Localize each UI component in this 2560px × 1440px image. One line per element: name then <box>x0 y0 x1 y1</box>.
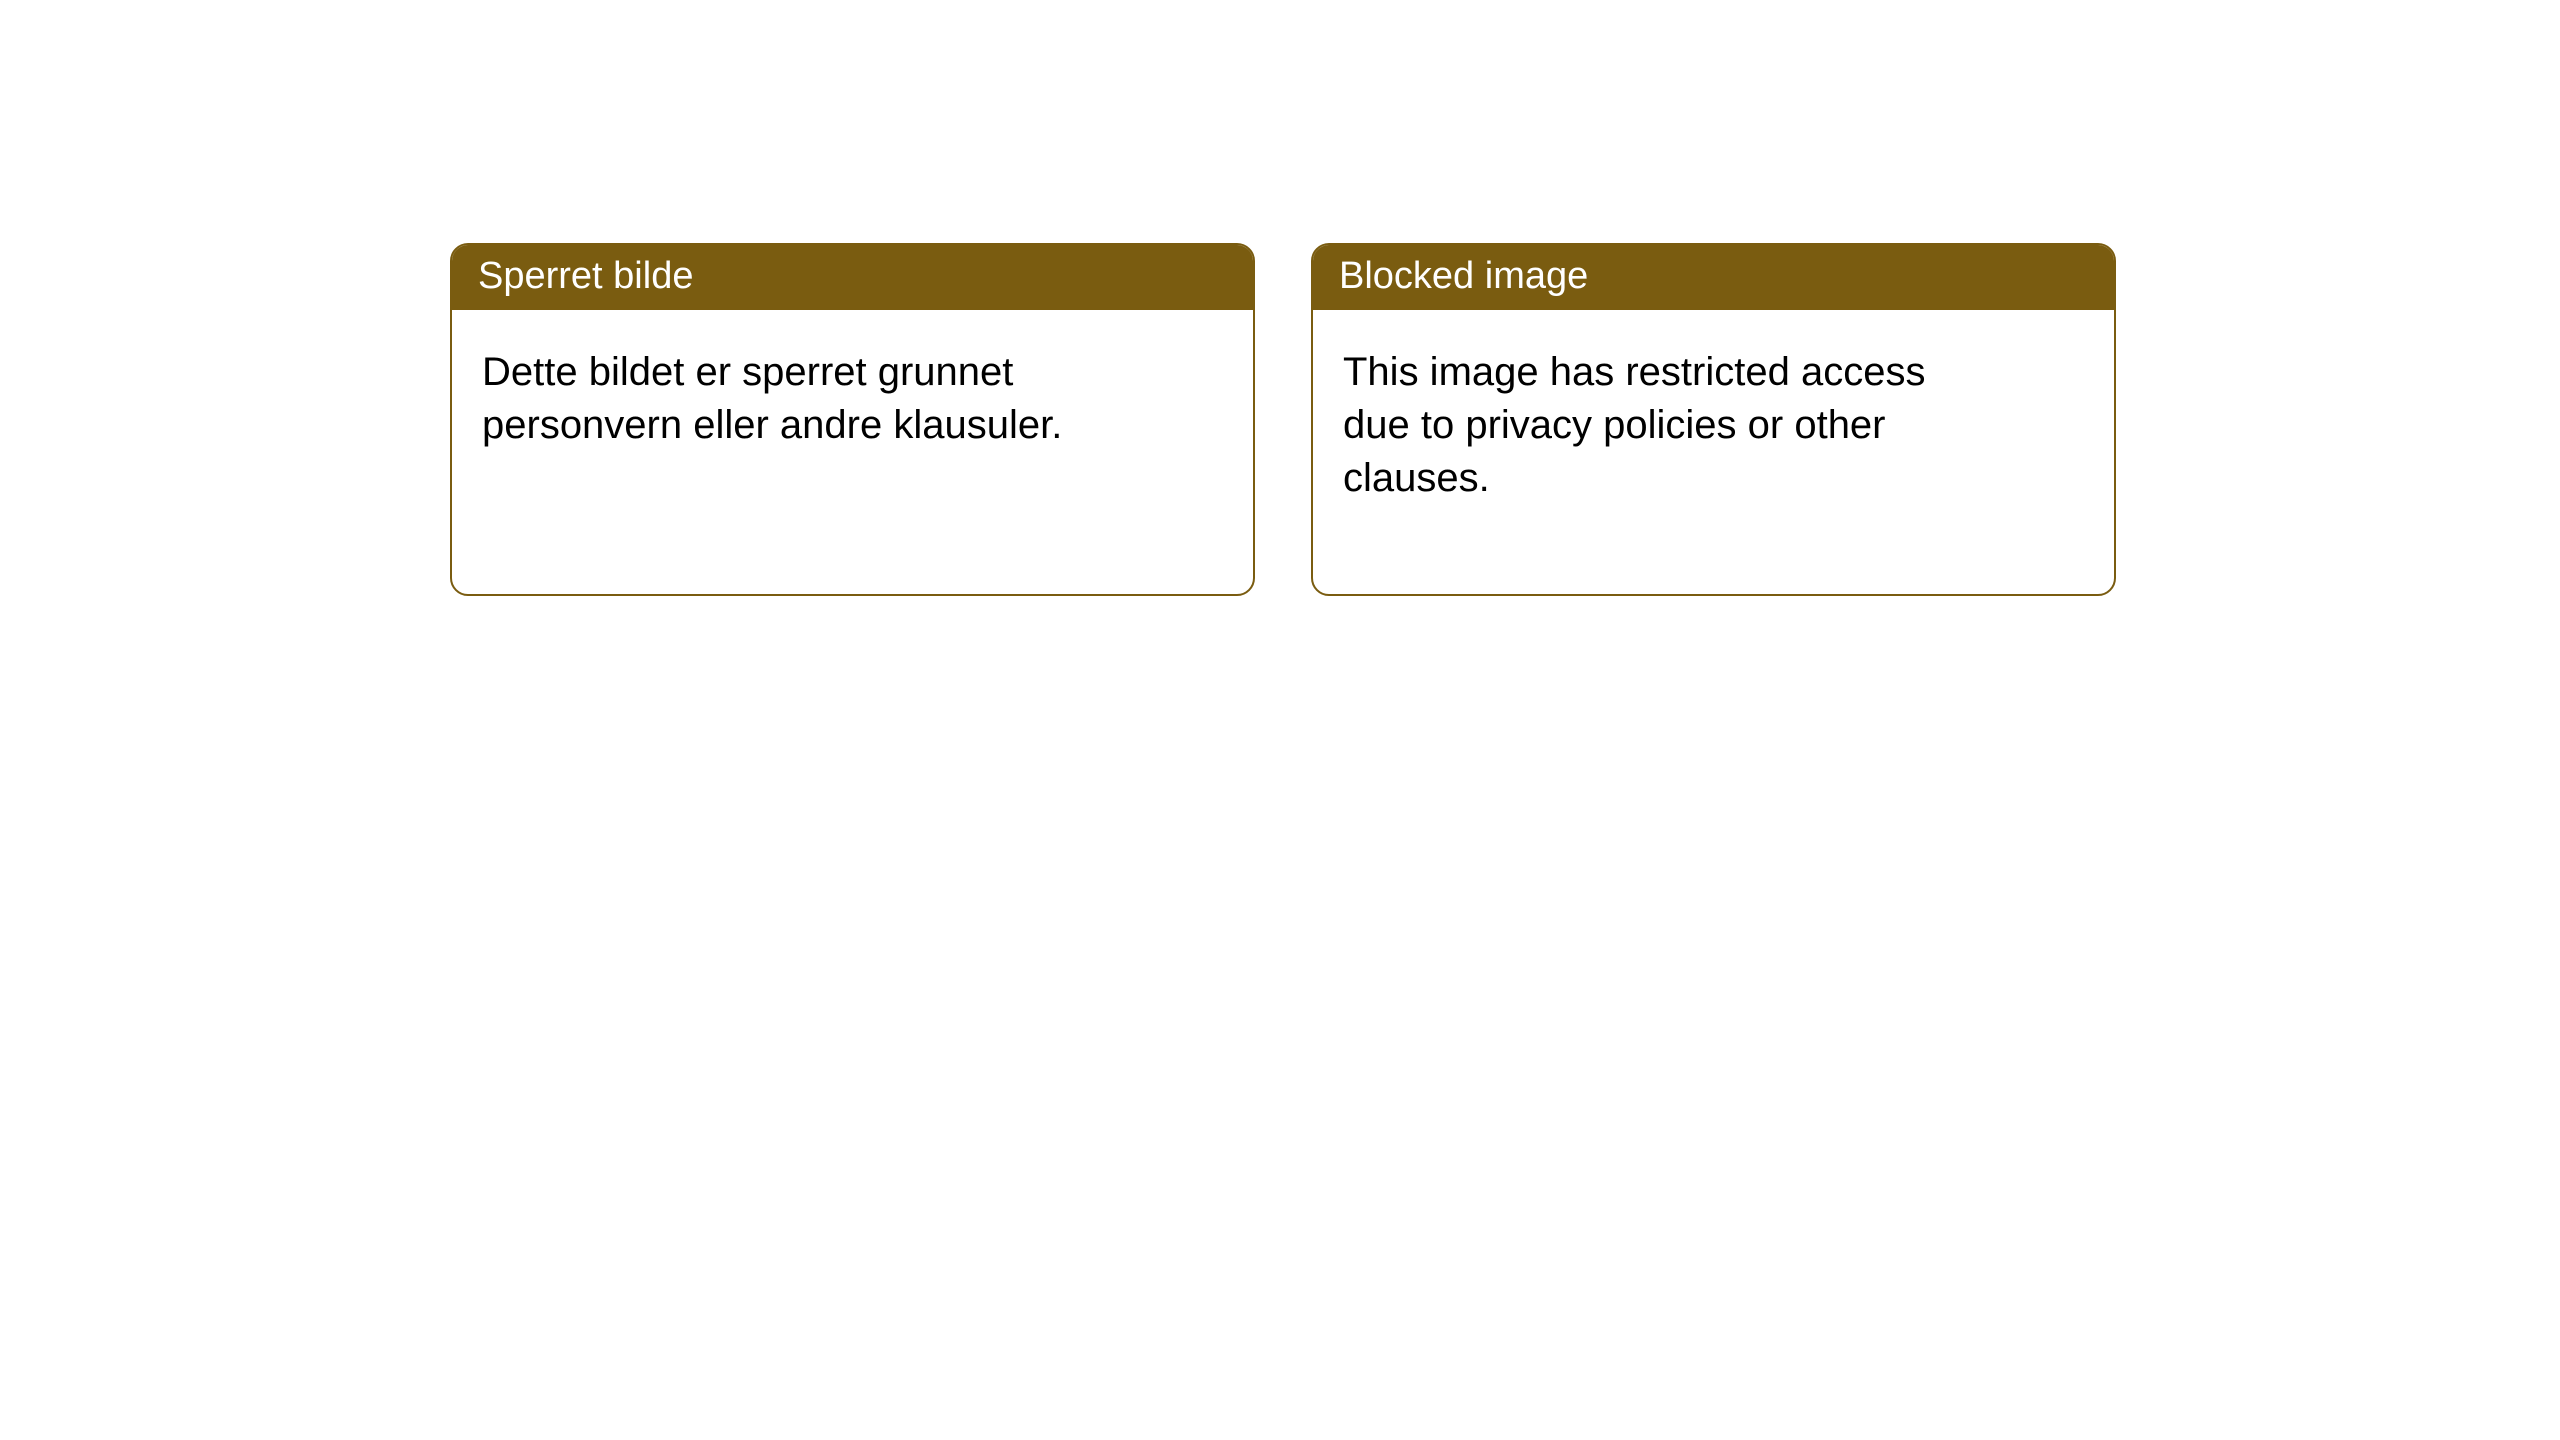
notice-card-title: Blocked image <box>1313 245 2114 310</box>
notice-card-body: Dette bildet er sperret grunnet personve… <box>452 310 1132 542</box>
notice-card-norwegian: Sperret bilde Dette bildet er sperret gr… <box>450 243 1255 596</box>
notice-cards-container: Sperret bilde Dette bildet er sperret gr… <box>0 0 2560 596</box>
notice-card-title: Sperret bilde <box>452 245 1253 310</box>
notice-card-english: Blocked image This image has restricted … <box>1311 243 2116 596</box>
notice-card-body: This image has restricted access due to … <box>1313 310 1993 594</box>
